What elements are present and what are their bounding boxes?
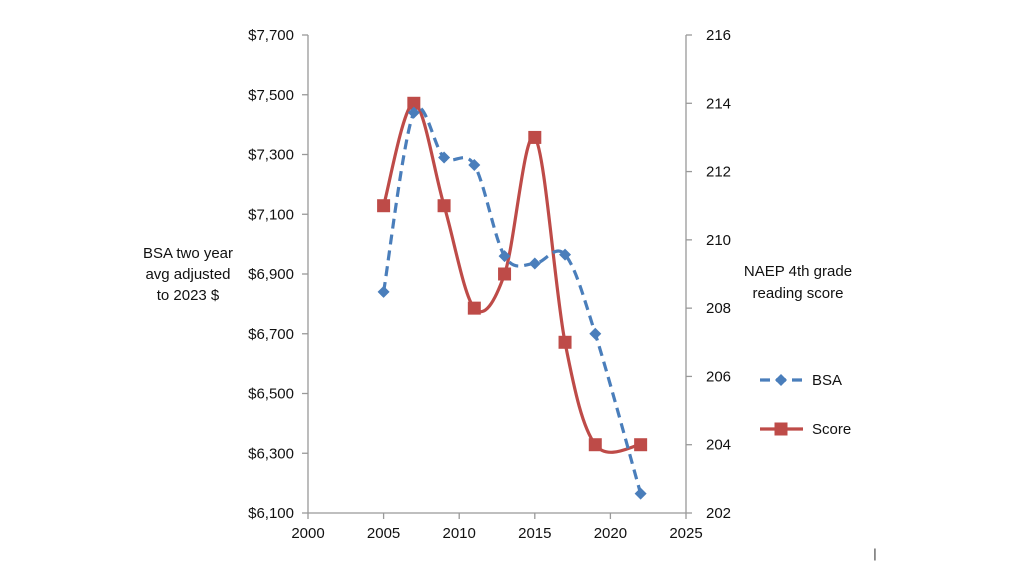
right-tick-label: 202 — [706, 505, 731, 522]
x-tick-label: 2005 — [367, 525, 400, 542]
right-tick-label: 214 — [706, 95, 731, 112]
score-data-point — [498, 267, 512, 281]
bsa-data-point — [468, 158, 481, 171]
score-series-line — [382, 101, 641, 454]
legend-bsa-label: BSA — [812, 372, 842, 389]
left-tick-label: $6,500 — [248, 386, 294, 403]
left-tick-label: $7,700 — [248, 27, 294, 44]
bsa-data-point — [498, 250, 511, 263]
score-data-point — [528, 130, 542, 144]
left-tick-label: $6,100 — [248, 505, 294, 522]
legend-score-label: Score — [812, 421, 851, 438]
left-tick-label: $7,500 — [248, 87, 294, 104]
right-y-ticks: 202 204 206 208 210 212 214 216 — [686, 27, 731, 522]
score-data-point — [558, 335, 572, 349]
x-tick-label: 2025 — [669, 525, 702, 542]
right-tick-label: 206 — [706, 368, 731, 385]
right-tick-label: 216 — [706, 27, 731, 44]
x-ticks: 2000 2005 2010 2015 2020 2025 — [291, 513, 703, 542]
right-axis-label-line-2: reading score — [753, 285, 844, 302]
left-axis-label-line-2: avg adjusted — [145, 266, 230, 283]
left-axis-label-line-3: to 2023 $ — [157, 287, 220, 304]
score-data-point — [634, 438, 648, 452]
bsa-data-point — [438, 151, 451, 164]
bsa-data-point — [559, 248, 572, 261]
bsa-data-point — [407, 106, 420, 119]
score-data-point — [467, 301, 481, 315]
x-tick-label: 2015 — [518, 525, 551, 542]
score-data-point — [377, 199, 391, 213]
corner-mark: | — [873, 546, 876, 561]
bsa-data-point — [589, 327, 602, 340]
x-tick-label: 2020 — [594, 525, 627, 542]
right-tick-label: 210 — [706, 232, 731, 249]
right-axis-label-line-1: NAEP 4th grade — [744, 263, 852, 280]
x-tick-label: 2000 — [291, 525, 324, 542]
chart-series — [377, 96, 648, 500]
right-tick-label: 212 — [706, 164, 731, 181]
bsa-series-line — [382, 106, 643, 495]
left-tick-label: $6,900 — [248, 266, 294, 283]
left-y-ticks: $6,100 $6,300 $6,500 $6,700 $6,900 $7,100 $7,3… — [248, 27, 308, 522]
left-tick-label: $6,700 — [248, 326, 294, 343]
left-tick-label: $7,100 — [248, 206, 294, 223]
chart-axes — [307, 35, 687, 514]
right-tick-label: 204 — [706, 437, 731, 454]
bsa-data-point — [528, 257, 541, 270]
legend-score-marker — [774, 422, 788, 436]
bsa-data-point — [377, 285, 390, 298]
left-tick-label: $7,300 — [248, 147, 294, 164]
score-data-point — [407, 96, 421, 110]
left-axis-label-line-1: BSA two year — [143, 245, 233, 262]
score-data-point — [437, 199, 451, 213]
score-data-point — [588, 438, 602, 452]
bsa-data-point — [634, 487, 647, 500]
left-tick-label: $6,300 — [248, 445, 294, 462]
chart-legend: BSA Score — [760, 372, 851, 438]
right-tick-label: 208 — [706, 300, 731, 317]
x-tick-label: 2010 — [443, 525, 476, 542]
legend-bsa-marker — [775, 374, 787, 386]
